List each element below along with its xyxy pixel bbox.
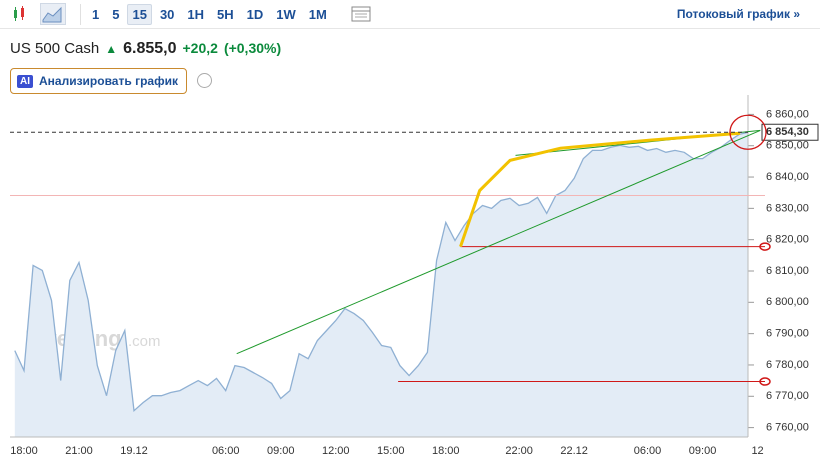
y-tick-label: 6 850,00 [766, 140, 809, 152]
interval-button[interactable]: 1M [308, 6, 327, 22]
ai-badge: AI [17, 74, 33, 88]
drawing [459, 131, 741, 248]
interval-button[interactable]: 1 [92, 6, 100, 22]
instrument-name: US 500 Cash [10, 40, 100, 57]
x-tick-label: 19.12 [120, 445, 148, 457]
ai-button[interactable]: AI Анализировать график [10, 68, 187, 94]
price: 6.855,0 [123, 40, 177, 57]
up-arrow: ▲ [105, 42, 118, 56]
y-tick-label: 6 760,00 [766, 422, 809, 434]
y-tick-label: 6 860,00 [766, 108, 809, 120]
x-tick-label: 12:00 [322, 445, 350, 457]
x-tick-label: 22.12 [560, 445, 588, 457]
area-icon[interactable] [40, 3, 66, 25]
layout-icon[interactable] [349, 4, 373, 24]
x-tick-label: 21:00 [65, 445, 93, 457]
interval-button[interactable]: 15 [127, 3, 152, 25]
interval-group: 1 5 15 30 1H 5H 1D 1W 1M [80, 3, 335, 25]
last-price-label: 6 854,30 [766, 126, 809, 138]
x-tick-label: 22:00 [505, 445, 533, 457]
level-handle [759, 242, 771, 251]
highlight-circle [729, 114, 767, 150]
price-line [14, 131, 749, 413]
x-tick-label: 18:00 [10, 445, 38, 457]
candle-icon[interactable] [8, 4, 32, 24]
x-tick-label: 06:00 [212, 445, 240, 457]
instrument-header: US 500 Cash ▲ 6.855,0 +20,2 (+0,30%) [10, 40, 281, 58]
change: +20,2 [182, 40, 218, 56]
y-tick-label: 6 770,00 [766, 390, 809, 402]
interval-button[interactable]: 5 [112, 6, 120, 22]
interval-button[interactable]: 1D [246, 6, 264, 22]
x-tick-label: 06:00 [634, 445, 662, 457]
change-percent: (+0,30%) [223, 40, 282, 56]
ai-label: Анализировать график [39, 74, 178, 88]
drawing [236, 129, 761, 355]
interval-button[interactable]: 1W [276, 6, 296, 22]
x-tick-label: 15:00 [377, 445, 405, 457]
y-tick-label: 6 780,00 [766, 359, 809, 371]
y-tick-label: 6 820,00 [766, 234, 809, 246]
y-tick-label: 6 840,00 [766, 171, 809, 183]
interval-button[interactable]: 1H [187, 6, 205, 22]
last-price-box [761, 123, 819, 141]
y-tick-label: 6 800,00 [766, 296, 809, 308]
x-tick-label: 09:00 [689, 445, 717, 457]
level-handle [759, 377, 771, 386]
watermark: .com [128, 333, 161, 350]
y-tick-label: 6 790,00 [766, 328, 809, 340]
x-tick-label: 12 [751, 445, 763, 457]
area-fill [14, 132, 749, 437]
stream-link[interactable]: Потоковый график » [676, 7, 800, 21]
x-tick-label: 18:00 [432, 445, 460, 457]
y-tick-label: 6 810,00 [766, 265, 809, 277]
toolbar: 1 5 15 30 1H 5H 1D 1W 1M Потоковый график » [0, 0, 820, 29]
info-icon[interactable] [197, 73, 212, 88]
y-tick-label: 6 830,00 [766, 202, 809, 214]
x-tick-label: 09:00 [267, 445, 295, 457]
interval-button[interactable]: 5H [217, 6, 234, 22]
interval-button[interactable]: 30 [159, 6, 175, 22]
